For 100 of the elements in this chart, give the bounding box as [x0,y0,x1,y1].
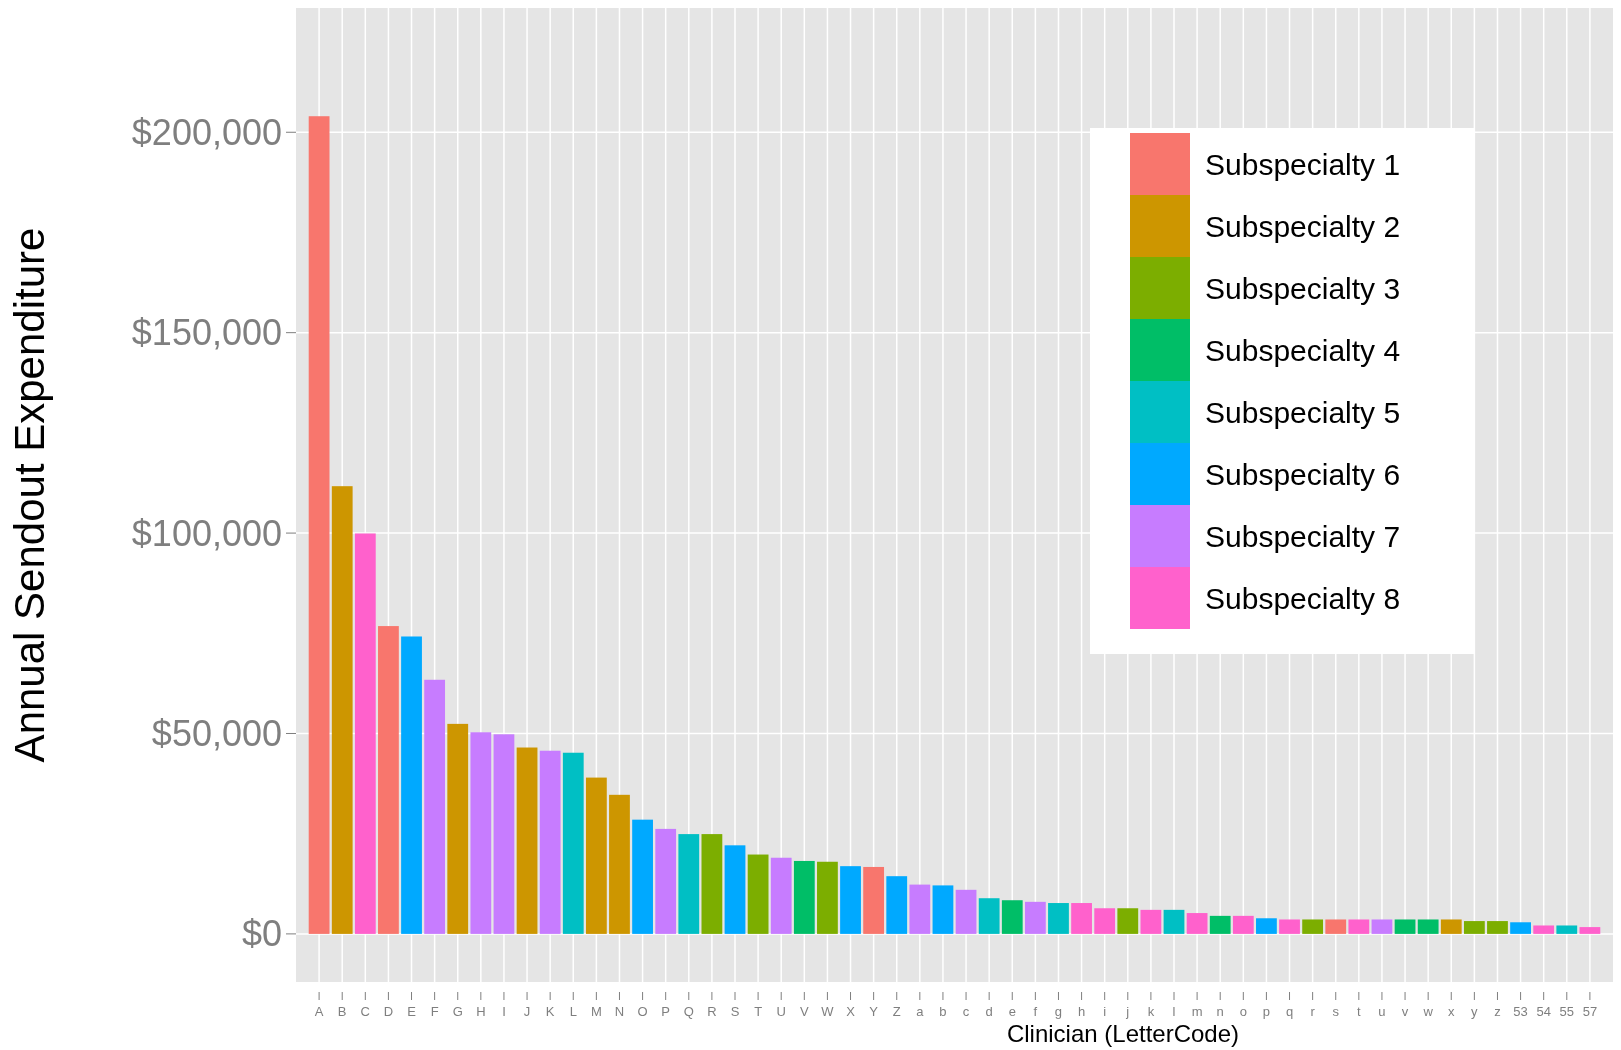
bar [1232,915,1254,934]
y-axis-title: Annual Sendout Expenditure [6,227,53,763]
x-tick-label: q [1285,1004,1294,1019]
bar [585,777,607,934]
bar [516,747,538,934]
x-tick-label: C [360,1004,371,1019]
x-tick-label: T [754,1004,763,1019]
bar [678,834,700,934]
bar [493,734,515,934]
x-tick-label: e [1008,1004,1016,1019]
bar [1533,925,1555,934]
x-tick-label: G [452,1004,463,1019]
x-tick-label: f [1033,1004,1038,1019]
bar [1163,909,1185,934]
x-tick-label: j [1125,1004,1130,1019]
x-tick-label: L [569,1004,577,1019]
legend-label: Subspecialty 6 [1205,457,1401,491]
x-tick-label: F [430,1004,439,1019]
bar [539,750,561,934]
bar [1325,919,1347,934]
bar [1094,908,1116,934]
x-tick-label: 54 [1536,1004,1551,1019]
x-tick-label: Z [892,1004,901,1019]
bar [1001,900,1023,934]
bar [331,486,353,934]
legend-label: Subspecialty 7 [1205,519,1401,553]
bar [817,861,838,934]
x-tick-label: U [776,1004,786,1019]
x-tick-label: E [407,1004,417,1019]
y-tick-label: $50,000 [151,712,282,754]
bar [609,794,630,934]
bar [1510,922,1531,934]
bar [308,116,330,934]
bar [955,889,977,934]
bar [909,884,931,934]
x-tick-label: S [730,1004,740,1019]
x-tick-label: n [1216,1004,1224,1019]
bar [1117,908,1139,934]
bar [978,898,1000,934]
bar [770,857,792,934]
bar [447,723,469,934]
y-tick-label: $100,000 [131,512,282,554]
x-tick-label: m [1191,1004,1203,1019]
x-tick-label: a [916,1004,925,1019]
x-tick-label: l [1172,1004,1176,1019]
x-tick-label: D [383,1004,394,1019]
bar [932,885,954,934]
bar [863,866,885,934]
x-tick-label: v [1401,1004,1409,1019]
x-tick-label: X [846,1004,856,1019]
x-tick-label: V [799,1004,809,1019]
bar [886,876,908,934]
x-tick-label: I [502,1004,506,1019]
x-tick-label: c [962,1004,970,1019]
x-tick-label: A [314,1004,324,1019]
x-tick-label: b [939,1004,947,1019]
bar [1440,919,1462,934]
bar [401,636,422,934]
bar [1209,915,1231,934]
bar [747,854,769,934]
bar [1463,921,1485,934]
bar [724,845,746,934]
x-tick-label: O [637,1004,648,1019]
y-tick-label: $150,000 [131,312,282,354]
x-tick-label: K [545,1004,555,1019]
x-tick-label: z [1494,1004,1501,1019]
bar [562,752,584,934]
bar [1256,918,1277,934]
bar [793,860,815,934]
x-tick-label: s [1332,1004,1340,1019]
bar [1487,921,1508,934]
bar [378,626,399,934]
x-tick-label: P [661,1004,671,1019]
bar [1279,919,1300,934]
bar [1417,919,1439,934]
x-tick-label: y [1471,1004,1479,1019]
bar [701,834,723,934]
bar [1186,913,1208,934]
legend-label: Subspecialty 8 [1205,581,1401,615]
bar [1394,919,1416,934]
bar [354,533,376,934]
bar [1071,903,1092,934]
y-tick-label: $0 [241,913,282,955]
x-tick-label: 57 [1582,1004,1598,1019]
x-tick-label: 55 [1559,1004,1575,1019]
x-tick-label: Y [869,1004,879,1019]
bar [1371,919,1393,934]
x-tick-label: H [476,1004,486,1019]
x-tick-label: g [1054,1004,1063,1019]
x-tick-label: k [1147,1004,1155,1019]
bar [1024,901,1046,934]
y-tick-label: $200,000 [131,111,282,153]
x-tick-label: J [523,1004,531,1019]
x-tick-label: p [1262,1004,1271,1019]
x-tick-label: h [1077,1004,1086,1019]
x-tick-label: i [1103,1004,1107,1019]
x-tick-label: 53 [1513,1004,1528,1019]
bar [424,679,446,934]
bar [1140,909,1162,934]
bar [1302,919,1324,934]
